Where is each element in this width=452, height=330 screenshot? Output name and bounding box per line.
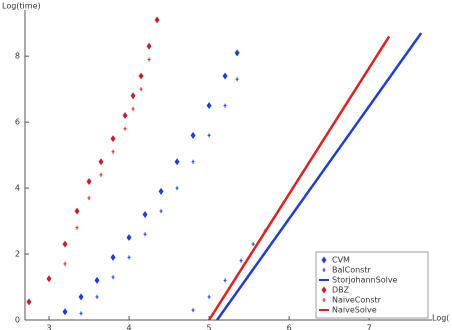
plus-marker <box>207 294 211 299</box>
diamond-marker <box>86 177 92 185</box>
diamond-marker <box>126 234 132 242</box>
y-tick-label: 4 <box>15 184 20 193</box>
legend-label: DBZ <box>332 286 350 295</box>
diamond-marker <box>146 42 152 50</box>
plus-marker <box>87 195 91 200</box>
x-tick-label: 4 <box>127 324 132 330</box>
plus-marker <box>111 149 115 154</box>
legend-label: NaiveConstr <box>332 296 382 305</box>
diamond-marker <box>222 72 228 80</box>
plus-marker <box>191 308 195 313</box>
diamond-marker <box>110 253 116 261</box>
diamond-marker <box>110 135 116 143</box>
legend: CVMBalConstrStorjohannSolveDBZNaiveConst… <box>315 251 429 319</box>
diamond-marker <box>138 72 144 80</box>
plus-marker <box>175 186 179 191</box>
diamond-marker <box>94 276 100 284</box>
legend-box <box>315 251 429 319</box>
y-axis-label: Log(time) <box>2 2 41 11</box>
diamond-marker <box>154 16 160 24</box>
legend-label: CVM <box>332 256 350 265</box>
x-axis-label: Log( <box>432 314 449 323</box>
plus-marker <box>63 261 67 266</box>
diamond-marker <box>142 210 148 218</box>
diamond-marker <box>234 49 240 57</box>
x-tick-label: 5 <box>207 324 212 330</box>
plus-marker <box>207 133 211 138</box>
y-tick-label: 2 <box>15 250 20 259</box>
plus-marker <box>143 232 147 237</box>
x-tick-label: 6 <box>287 324 292 330</box>
plus-marker <box>123 126 127 131</box>
diamond-marker <box>321 286 327 294</box>
legend-label: StorjohannSolve <box>332 276 398 285</box>
diamond-marker <box>190 131 196 139</box>
diamond-marker <box>206 102 212 110</box>
diamond-marker <box>122 112 128 120</box>
plus-marker <box>79 311 83 316</box>
plus-marker <box>95 294 99 299</box>
plus-marker <box>223 103 227 108</box>
y-tick-label: 6 <box>15 118 20 127</box>
plus-marker <box>139 87 143 92</box>
y-tick-label: 8 <box>15 52 20 61</box>
plus-marker <box>127 255 131 260</box>
diamond-marker <box>158 187 164 195</box>
diamond-marker <box>78 293 84 301</box>
diamond-marker <box>98 158 104 166</box>
legend-label: NaiveSolve <box>332 306 377 315</box>
diamond-marker <box>321 256 327 264</box>
series-line <box>216 32 423 321</box>
plus-marker <box>191 159 195 164</box>
plus-marker <box>322 298 326 302</box>
diamond-marker <box>74 207 80 215</box>
x-tick-label: 3 <box>46 324 51 330</box>
diamond-marker <box>26 298 32 306</box>
diamond-marker <box>130 92 136 100</box>
y-tick-label: 0 <box>15 316 20 325</box>
diamond-marker <box>62 308 68 316</box>
plus-marker <box>223 278 227 283</box>
plus-marker <box>251 242 255 247</box>
series-line <box>208 35 391 321</box>
diamond-marker <box>174 158 180 166</box>
legend-label: BalConstr <box>332 266 371 275</box>
plus-marker <box>99 172 103 177</box>
plus-marker <box>131 106 135 111</box>
plus-marker <box>322 268 326 272</box>
x-tick-label: 7 <box>367 324 372 330</box>
plus-marker <box>239 258 243 263</box>
diamond-marker <box>62 240 68 248</box>
plus-marker <box>235 77 239 82</box>
plus-marker <box>111 275 115 280</box>
plus-marker <box>147 57 151 62</box>
plus-marker <box>75 225 79 230</box>
plus-marker <box>159 209 163 214</box>
diamond-marker <box>46 275 52 283</box>
